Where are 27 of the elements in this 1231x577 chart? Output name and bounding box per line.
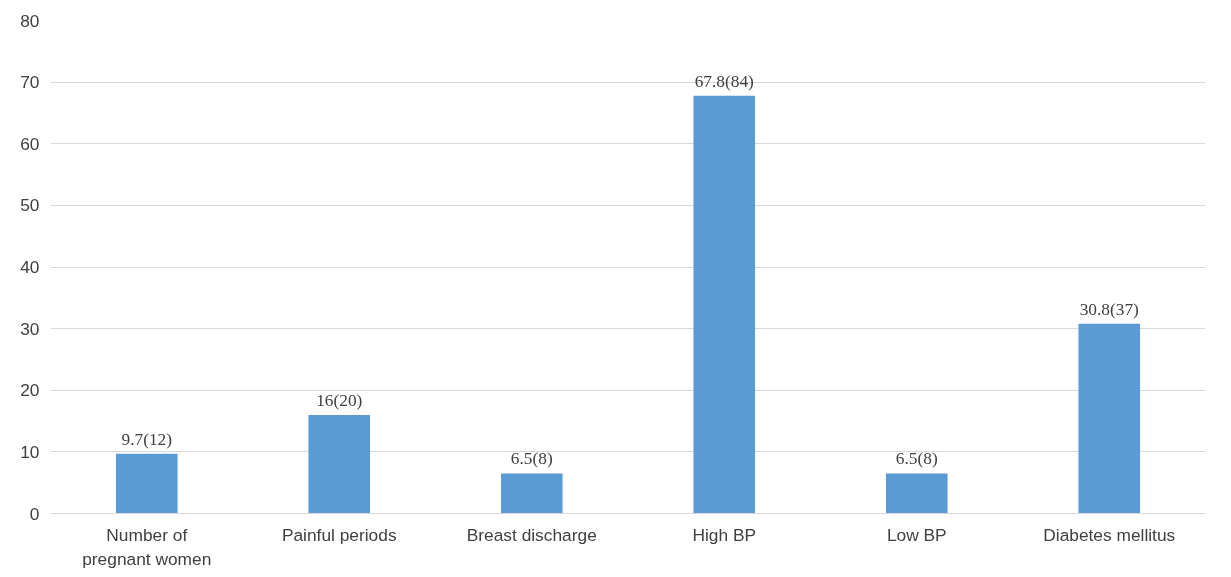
- bar: [1078, 323, 1141, 514]
- y-tick-label: 40: [20, 257, 40, 277]
- y-tick-label: 70: [20, 72, 40, 93]
- data-label: 6.5(8): [510, 449, 553, 469]
- data-label: 67.8(84): [694, 71, 755, 91]
- y-tick-label: 20: [20, 380, 40, 401]
- y-tick-label: 30: [20, 318, 40, 339]
- bar: [115, 453, 178, 514]
- x-tick-label: Low BP: [886, 524, 947, 545]
- bar: [308, 414, 371, 514]
- x-tick-label: Painful periods: [281, 524, 397, 545]
- x-tick-label: Breast discharge: [466, 524, 597, 545]
- x-tick-label: Number of pregnant women: [82, 524, 212, 569]
- data-label: 16(20): [316, 390, 363, 410]
- data-label: 30.8(37): [1079, 299, 1140, 319]
- bar: [885, 473, 948, 514]
- y-tick-label: 80: [20, 10, 40, 31]
- bar: [693, 95, 756, 514]
- data-label: 6.5(8): [895, 449, 938, 469]
- x-tick-label: Diabetes mellitus: [1043, 524, 1176, 545]
- bar: [500, 473, 563, 514]
- data-label: 9.7(12): [121, 429, 173, 449]
- y-tick-label: 10: [20, 441, 40, 462]
- y-tick-label: 60: [20, 133, 40, 154]
- y-tick-label: 0: [29, 503, 40, 524]
- y-tick-label: 50: [20, 195, 40, 216]
- x-tick-label: High BP: [692, 524, 757, 545]
